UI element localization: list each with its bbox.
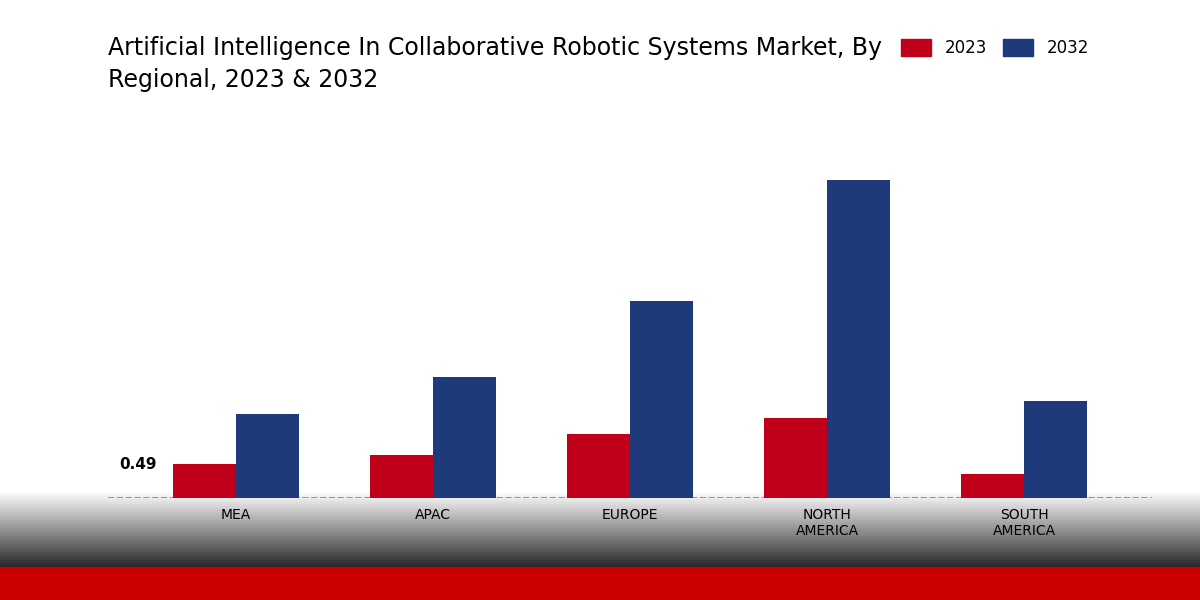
Bar: [827, 179, 890, 498]
Legend: 2023, 2032: 2023, 2032: [894, 32, 1096, 64]
Bar: [961, 474, 1024, 498]
Bar: [173, 464, 236, 498]
Bar: [370, 455, 433, 498]
Text: Artificial Intelligence In Collaborative Robotic Systems Market, By
Regional, 20: Artificial Intelligence In Collaborative…: [108, 36, 882, 92]
Bar: [630, 301, 694, 498]
Bar: [1024, 401, 1087, 498]
Bar: [236, 413, 299, 498]
Bar: [566, 434, 630, 498]
Text: 0.49: 0.49: [120, 457, 157, 472]
Bar: [764, 418, 827, 498]
Bar: [433, 377, 496, 498]
